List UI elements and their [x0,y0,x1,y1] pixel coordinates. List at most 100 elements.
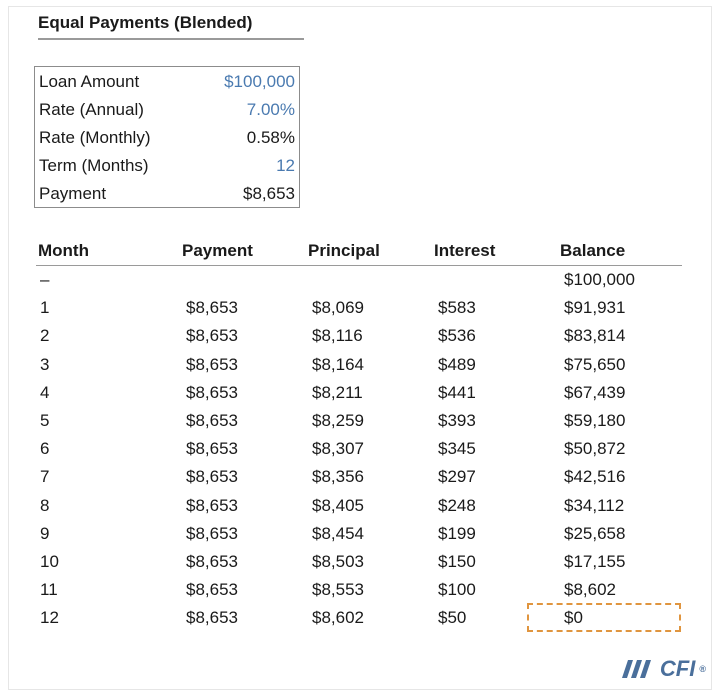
cell-payment: $8,653 [186,608,238,628]
cell-interest: $536 [438,326,476,346]
cell-interest: $100 [438,580,476,600]
cell-balance: $17,155 [564,551,626,571]
cell-interest: $297 [438,467,476,487]
table-row: 5 $8,653 $8,259 $393 $59,180 [36,407,682,435]
cell-balance: $0 [564,608,583,628]
input-value[interactable]: 7.00% [246,100,295,119]
table-row: 1 $8,653 $8,069 $583 $91,931 [36,294,682,322]
header-month: Month [38,241,89,260]
cell-interest: $441 [438,382,476,402]
cell-balance: $67,439 [564,382,626,402]
cell-payment: $8,653 [186,467,238,487]
cell-month: – [40,270,50,289]
input-label: Payment [39,184,107,203]
cell-payment: $8,653 [186,580,238,600]
cell-month: 10 [40,551,59,571]
input-label: Rate (Monthly) [39,128,151,147]
table-row: 3 $8,653 $8,164 $489 $75,650 [36,351,682,379]
cell-month: 5 [40,410,50,430]
cell-principal: $8,164 [312,354,364,374]
cell-interest: $393 [438,410,476,430]
amortization-table: Month Payment Principal Interest Balance… [36,237,682,632]
table-row: 10 $8,653 $8,503 $150 $17,155 [36,548,682,576]
cell-payment: $8,653 [186,523,238,543]
cell-month: 7 [40,467,50,487]
header-payment: Payment [182,241,253,260]
table-body: – $100,000 1 $8,653 $8,069 $583 $91,931 2 $8,653… [36,266,682,632]
cell-month: 3 [40,354,50,374]
cell-month: 11 [40,580,58,600]
header-interest: Interest [434,241,496,260]
inputs-box: Loan Amount $100,000 Rate (Annual) 7.00%… [34,66,300,208]
cell-payment: $8,653 [186,495,238,515]
cell-principal: $8,553 [312,580,364,600]
cell-interest: $150 [438,551,476,571]
cell-balance: $75,650 [564,354,626,374]
input-label: Loan Amount [39,72,140,91]
input-value: 0.58% [246,128,295,147]
cell-balance: $91,931 [564,298,626,318]
input-row-term-months: Term (Months) 12 [35,152,299,180]
cell-principal: $8,602 [312,608,364,628]
cell-principal: $8,405 [312,495,364,515]
cell-interest: $50 [438,608,467,628]
cell-balance: $8,602 [564,580,616,600]
cell-month: 9 [40,523,50,543]
cell-interest: $248 [438,495,476,515]
cell-payment: $8,653 [186,354,238,374]
input-value[interactable]: 12 [276,156,295,175]
cell-balance: $34,112 [564,495,625,515]
header-principal: Principal [308,241,380,260]
input-row-rate-monthly: Rate (Monthly) 0.58% [35,124,299,152]
cell-principal [308,266,434,294]
cell-payment: $8,653 [186,439,238,459]
header-balance: Balance [560,241,626,260]
table-row: 12 $8,653 $8,602 $50 $0 [36,604,682,632]
cell-month: 8 [40,495,50,515]
cell-interest: $199 [438,523,476,543]
cell-balance: $83,814 [564,326,626,346]
cell-principal: $8,116 [312,326,363,346]
cfi-logo: CFI ® [621,656,706,682]
cell-principal: $8,069 [312,298,364,318]
table-row: 7 $8,653 $8,356 $297 $42,516 [36,463,682,491]
cell-payment: $8,653 [186,410,238,430]
cell-month: 2 [40,326,50,346]
cell-payment: $8,653 [186,382,238,402]
input-label: Term (Months) [39,156,149,175]
table-row: 9 $8,653 $8,454 $199 $25,658 [36,520,682,548]
cell-interest: $583 [438,298,476,318]
input-row-payment: Payment $8,653 [35,180,299,208]
cell-interest: $489 [438,354,476,374]
table-row: 4 $8,653 $8,211 $441 $67,439 [36,379,682,407]
cell-payment: $8,653 [186,326,238,346]
table-row: 11 $8,653 $8,553 $100 $8,602 [36,576,682,604]
cell-principal: $8,211 [312,382,363,402]
table-row: 6 $8,653 $8,307 $345 $50,872 [36,435,682,463]
input-value: $8,653 [243,184,295,203]
cell-principal: $8,259 [312,410,364,430]
cell-principal: $8,454 [312,523,364,543]
logo-registered-mark: ® [699,664,706,674]
table-row: – $100,000 [36,266,682,294]
logo-text: CFI [659,656,696,681]
cell-payment [182,266,308,294]
cell-principal: $8,356 [312,467,364,487]
cell-month: 1 [40,298,50,318]
cell-balance: $59,180 [564,410,626,430]
page-title: Equal Payments (Blended) [38,13,304,40]
frame [8,6,712,690]
input-row-loan-amount: Loan Amount $100,000 [35,68,299,96]
input-row-rate-annual: Rate (Annual) 7.00% [35,96,299,124]
table-header: Month Payment Principal Interest Balance [36,237,682,266]
input-value[interactable]: $100,000 [224,72,295,91]
cfi-stripes-icon [621,660,651,678]
table-row: 8 $8,653 $8,405 $248 $34,112 [36,492,682,520]
cell-principal: $8,307 [312,439,364,459]
cell-interest [434,266,560,294]
cell-payment: $8,653 [186,298,238,318]
table-row: 2 $8,653 $8,116 $536 $83,814 [36,322,682,350]
cell-payment: $8,653 [186,551,238,571]
input-label: Rate (Annual) [39,100,144,119]
